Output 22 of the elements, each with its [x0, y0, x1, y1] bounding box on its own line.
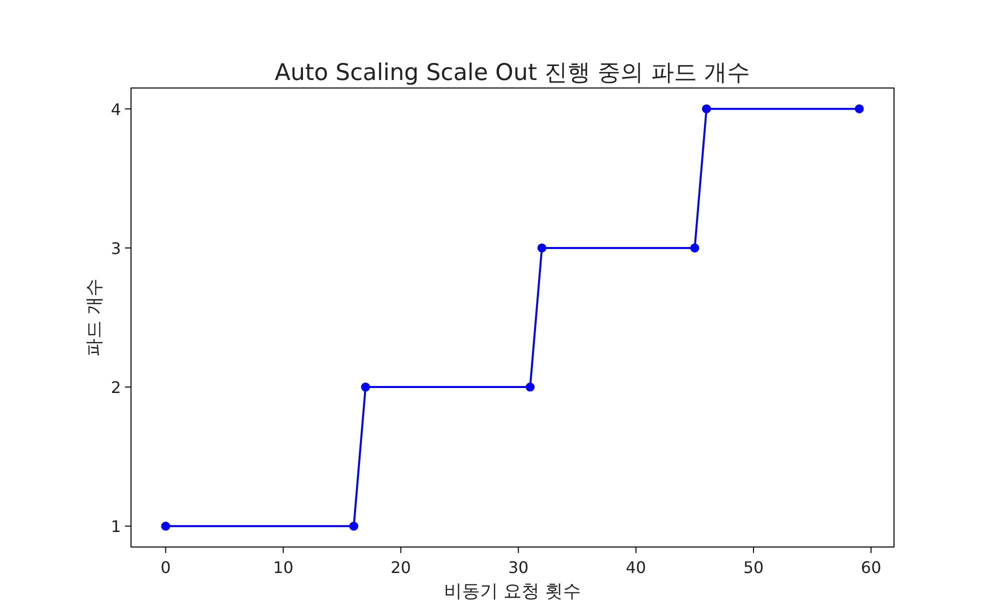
x-tick-label: 50: [743, 558, 764, 577]
chart-title: Auto Scaling Scale Out 진행 중의 파드 개수: [274, 60, 750, 86]
x-axis-title: 비동기 요청 횟수: [444, 581, 582, 602]
point: [854, 104, 864, 114]
y-tick-label: 4: [110, 100, 121, 119]
x-tick-label: 60: [860, 558, 882, 577]
point: [161, 522, 170, 531]
x-tick-label: 30: [508, 558, 529, 577]
y-tick-label: 2: [110, 378, 121, 398]
point: [537, 243, 546, 252]
y-tick-label: 3: [110, 238, 121, 258]
y-tick-label: 1: [110, 517, 121, 536]
x-tick-label: 0: [160, 558, 171, 577]
x-tick-label: 10: [273, 558, 294, 577]
point: [702, 104, 711, 114]
y-axis-title: 파드 개수: [84, 278, 105, 356]
point: [526, 382, 535, 392]
x-tick-label: 40: [626, 558, 646, 577]
point: [690, 243, 700, 252]
x-tick-label: 20: [390, 558, 411, 577]
point: [349, 522, 358, 531]
point: [361, 382, 370, 392]
